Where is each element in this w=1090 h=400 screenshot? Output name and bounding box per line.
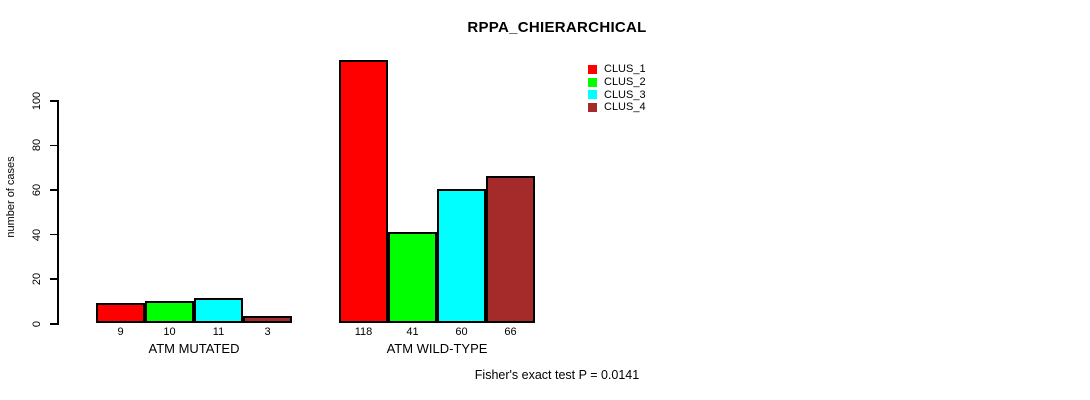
bar-clus_4-mutated <box>243 316 292 323</box>
legend-item-clus_3: CLUS_3 <box>588 88 646 101</box>
y-tick-mark <box>50 100 57 102</box>
y-tick-label: 100 <box>31 91 43 110</box>
y-tick-label: 40 <box>31 228 43 241</box>
bar-clus_3-mutated <box>194 298 243 323</box>
legend-swatch-clus_1 <box>588 64 597 74</box>
bar-value-label: 66 <box>504 326 517 338</box>
y-tick-mark <box>50 144 57 147</box>
bar-clus_4-wildtype <box>486 175 535 323</box>
y-tick-mark <box>50 189 57 191</box>
bar-value-label: 41 <box>406 326 419 338</box>
legend-item-clus_2: CLUS_2 <box>588 76 646 89</box>
group-label-atm-wild-type: ATM WILD-TYPE <box>386 341 488 356</box>
legend-swatch-clus_4 <box>588 102 597 112</box>
y-tick-label: 60 <box>31 183 43 197</box>
chart-title: RPPA_CHIERARCHICAL <box>467 19 647 36</box>
bar-value-label: 9 <box>117 326 124 338</box>
legend-item-clus_1: CLUS_1 <box>588 63 646 76</box>
bar-clus_2-mutated <box>145 300 194 323</box>
bar-value-label: 60 <box>455 326 468 338</box>
y-tick-label: 80 <box>31 139 43 152</box>
footnote-fishers-test: Fisher's exact test P = 0.0141 <box>474 368 640 382</box>
y-tick-mark <box>50 278 57 280</box>
legend-label: CLUS_1 <box>604 63 646 76</box>
legend: CLUS_1 CLUS_2 CLUS_3 CLUS_4 <box>588 63 646 114</box>
bar-value-label: 10 <box>163 326 176 338</box>
bar-clus_2-wildtype <box>388 231 437 323</box>
legend-label: CLUS_4 <box>604 101 646 114</box>
y-axis-line <box>57 100 59 325</box>
bar-value-label: 3 <box>264 326 271 338</box>
y-axis-label: number of cases <box>5 156 17 238</box>
bar-value-label: 11 <box>212 326 225 338</box>
bar-value-label: 118 <box>354 326 373 338</box>
y-tick-label: 20 <box>31 272 43 286</box>
group-label-atm-mutated: ATM MUTATED <box>148 341 240 356</box>
legend-label: CLUS_2 <box>604 76 646 89</box>
bar-clus_1-wildtype <box>339 59 388 323</box>
legend-label: CLUS_3 <box>604 88 646 101</box>
y-tick-mark <box>50 323 57 325</box>
bar-clus_1-mutated <box>96 302 145 323</box>
legend-swatch-clus_2 <box>588 77 597 87</box>
y-tick-label: 0 <box>31 320 43 327</box>
legend-item-clus_4: CLUS_4 <box>588 101 646 114</box>
y-tick-mark <box>50 233 57 236</box>
legend-swatch-clus_3 <box>588 90 597 100</box>
bar-clus_3-wildtype <box>437 189 486 323</box>
